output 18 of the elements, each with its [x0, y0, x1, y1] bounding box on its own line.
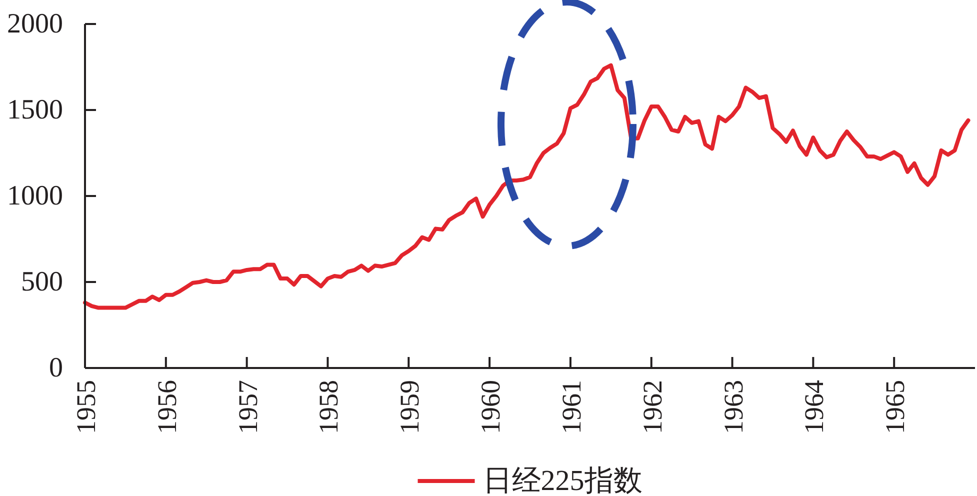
x-tick-label: 1955 [71, 380, 101, 434]
y-tick-label: 500 [21, 266, 63, 298]
y-tick-label: 1000 [7, 180, 63, 212]
legend-label: 日经225指数 [482, 465, 642, 496]
x-tick-label: 1965 [880, 380, 910, 434]
x-tick-label: 1957 [232, 380, 263, 434]
y-tick-label: 1500 [7, 94, 63, 126]
x-tick-label: 1956 [152, 380, 182, 434]
x-tick-label: 1961 [556, 380, 586, 434]
x-tick-label: 1962 [637, 380, 668, 434]
x-tick-label: 1963 [718, 380, 748, 434]
x-tick-label: 1958 [314, 380, 344, 434]
y-tick-label: 0 [49, 352, 63, 384]
legend: 日经225指数 [418, 465, 642, 496]
y-tick-label: 2000 [7, 8, 63, 40]
x-tick-label: 1960 [476, 380, 506, 434]
x-tick-label: 1964 [799, 380, 830, 434]
x-tick-label: 1959 [394, 380, 425, 434]
